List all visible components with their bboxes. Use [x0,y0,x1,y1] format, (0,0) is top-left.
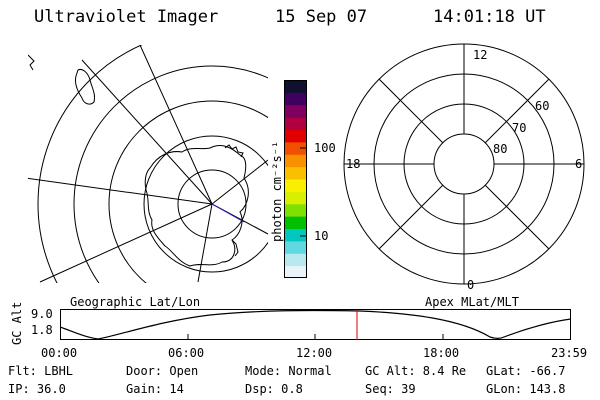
colorbar-segment [284,216,307,229]
time-tick-2359: 23:59 [551,346,588,360]
meridian [139,45,213,205]
colorbar-segment [284,92,307,106]
colorbar-segment [284,141,307,155]
mlat-label-80: 80 [493,142,508,156]
left-panel-label: Geographic Lat/Lon [70,295,201,309]
info-gain: Gain: 14 [126,382,184,396]
apex-polar-grid [343,43,585,285]
mlt-label-0: 0 [467,278,475,292]
date-label: 15 Sep 07 [275,7,368,27]
lat-circle [143,135,268,273]
right-panel-label: Apex MLat/MLT [425,295,519,309]
colorbar-segment [284,203,307,217]
colorbar-segment [284,253,307,267]
info-glat: GLat: -66.7 [486,364,566,378]
meridian [81,59,213,205]
info-seq: Seq: 39 [365,382,416,396]
lat-circle [37,45,143,283]
intensity-colorbar [284,80,307,279]
info-flt: Flt: LBHL [8,364,74,378]
meridian [211,159,268,205]
mlt-label-18: 18 [346,157,361,171]
info-gcalt: GC Alt: 8.4 Re [365,364,467,378]
time-tick-1800: 18:00 [423,346,460,360]
colorbar-segment [284,117,307,130]
colorbar-segment [284,166,307,180]
colorbar-tick-10: 10 [314,229,329,243]
info-glon: GLon: 143.8 [486,382,566,396]
mlat-label-60: 60 [535,99,550,113]
mlt-label-12: 12 [473,48,488,62]
altitude-axis-label: GC Alt [10,301,24,345]
coastline [224,144,244,158]
geographic-map [28,45,268,283]
colorbar-segment [284,228,307,242]
altitude-strip [59,309,572,340]
meridian [28,177,213,205]
altitude-min-label: 1.8 [31,323,53,337]
instrument-title: Ultraviolet Imager [34,7,219,27]
colorbar-segment [284,179,307,192]
time-label: 14:01:18 UT [433,7,546,27]
lat-circle [108,100,268,283]
colorbar-segment [284,265,307,279]
info-mode: Mode: Normal [245,364,332,378]
satellite-track [211,203,245,223]
mlat-label-70: 70 [512,121,527,135]
info-ip: IP: 36.0 [8,382,66,396]
meridian [197,203,213,283]
coastline [75,69,95,105]
colorbar-segment [284,240,307,254]
colorbar-segment [284,129,307,143]
colorbar-tick-100: 100 [314,141,336,155]
time-tick-0600: 06:00 [168,346,205,360]
altitude-curve [59,309,572,340]
time-tick-1200: 12:00 [296,346,333,360]
altitude-max-label: 9.0 [31,307,53,321]
colorbar-segment [284,191,307,205]
coastline [28,54,35,71]
colorbar-segment [284,104,307,118]
lat-circle [73,65,268,283]
mlt-label-6: 6 [575,157,583,171]
time-tick-0000: 00:00 [41,346,78,360]
info-dsp: Dsp: 0.8 [245,382,303,396]
info-door: Door: Open [126,364,199,378]
coastline [231,239,239,257]
meridian [39,203,213,283]
colorbar-segment [284,154,307,168]
colorbar-segment [284,80,307,93]
colorbar-unit-label: photon cm⁻²s⁻¹ [270,140,284,242]
